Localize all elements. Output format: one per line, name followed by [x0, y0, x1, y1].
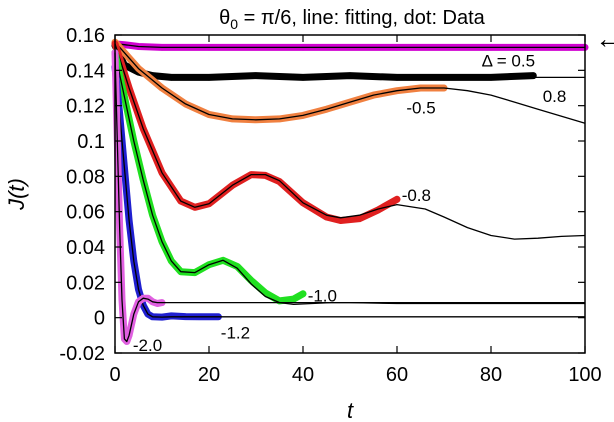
x-tick-label: 80: [480, 364, 502, 386]
chart-title-subscript: 0: [230, 16, 238, 32]
data-point: [356, 215, 363, 222]
x-axis: 0 20 40 60 80 100: [109, 35, 602, 386]
series-label: 0.8: [543, 87, 567, 106]
y-tick-label: 0.04: [66, 237, 105, 259]
y-tick-label: 0.14: [66, 60, 105, 82]
series-fit-line: [114, 66, 585, 318]
data-point: [337, 217, 344, 224]
series-fit-line: [114, 43, 585, 49]
series-label: -0.5: [406, 98, 435, 117]
y-tick-label: 0.06: [66, 202, 105, 224]
series-fit-line: [114, 43, 586, 240]
data-point: [262, 172, 269, 179]
y-tick-label: 0.12: [66, 96, 105, 118]
series-layer: [111, 38, 589, 345]
y-tick-label: 0.08: [66, 166, 105, 188]
data-point: [299, 290, 307, 297]
data-point: [290, 295, 297, 303]
series-fit-line: [114, 52, 585, 343]
series-data-line: [111, 63, 222, 321]
data-point: [393, 196, 401, 203]
x-tick-label: 40: [292, 364, 314, 386]
x-tick-label: 60: [386, 364, 408, 386]
x-tick-label: 0: [109, 364, 120, 386]
series-data-line: [111, 40, 401, 224]
y-tick-label: -0.02: [59, 343, 105, 365]
series-fit-line: [114, 41, 586, 124]
series-label: -2.0: [133, 336, 162, 355]
series-labels: Δ = 0.5 0.8 -0.5 -0.8 -1.0 -1.2 -2.0: [133, 52, 566, 356]
data-point: [168, 312, 175, 320]
x-axis-label: t: [347, 398, 354, 422]
y-tick-label: 0: [94, 308, 105, 330]
x-tick-label: 20: [198, 364, 220, 386]
y-tick-label: 0.02: [66, 272, 105, 294]
plot-frame: [114, 34, 586, 354]
series-label: -0.8: [402, 186, 431, 205]
chart-title-rest: = π/6, line: fitting, dot: Data: [238, 7, 486, 29]
series-label: Δ = 0.5: [482, 52, 535, 71]
arrow-marker: ←: [595, 23, 614, 54]
y-tick-label: 0.1: [77, 131, 105, 153]
series-fit-line: [114, 52, 585, 306]
y-axis: -0.02 0 0.02 0.04 0.06 0.08 0.1 0.12 0.14 0.16: [59, 25, 585, 365]
x-tick-label: 100: [568, 364, 601, 386]
series-data-line: [111, 38, 448, 124]
series-label: -1.2: [221, 324, 250, 343]
series-label: -1.0: [308, 287, 337, 306]
chart-title-base: θ: [219, 7, 230, 29]
y-axis-label: J(t): [4, 178, 29, 211]
chart-title: θ0 = π/6, line: fitting, dot: Data: [219, 7, 486, 32]
y-tick-label: 0.16: [66, 25, 105, 47]
